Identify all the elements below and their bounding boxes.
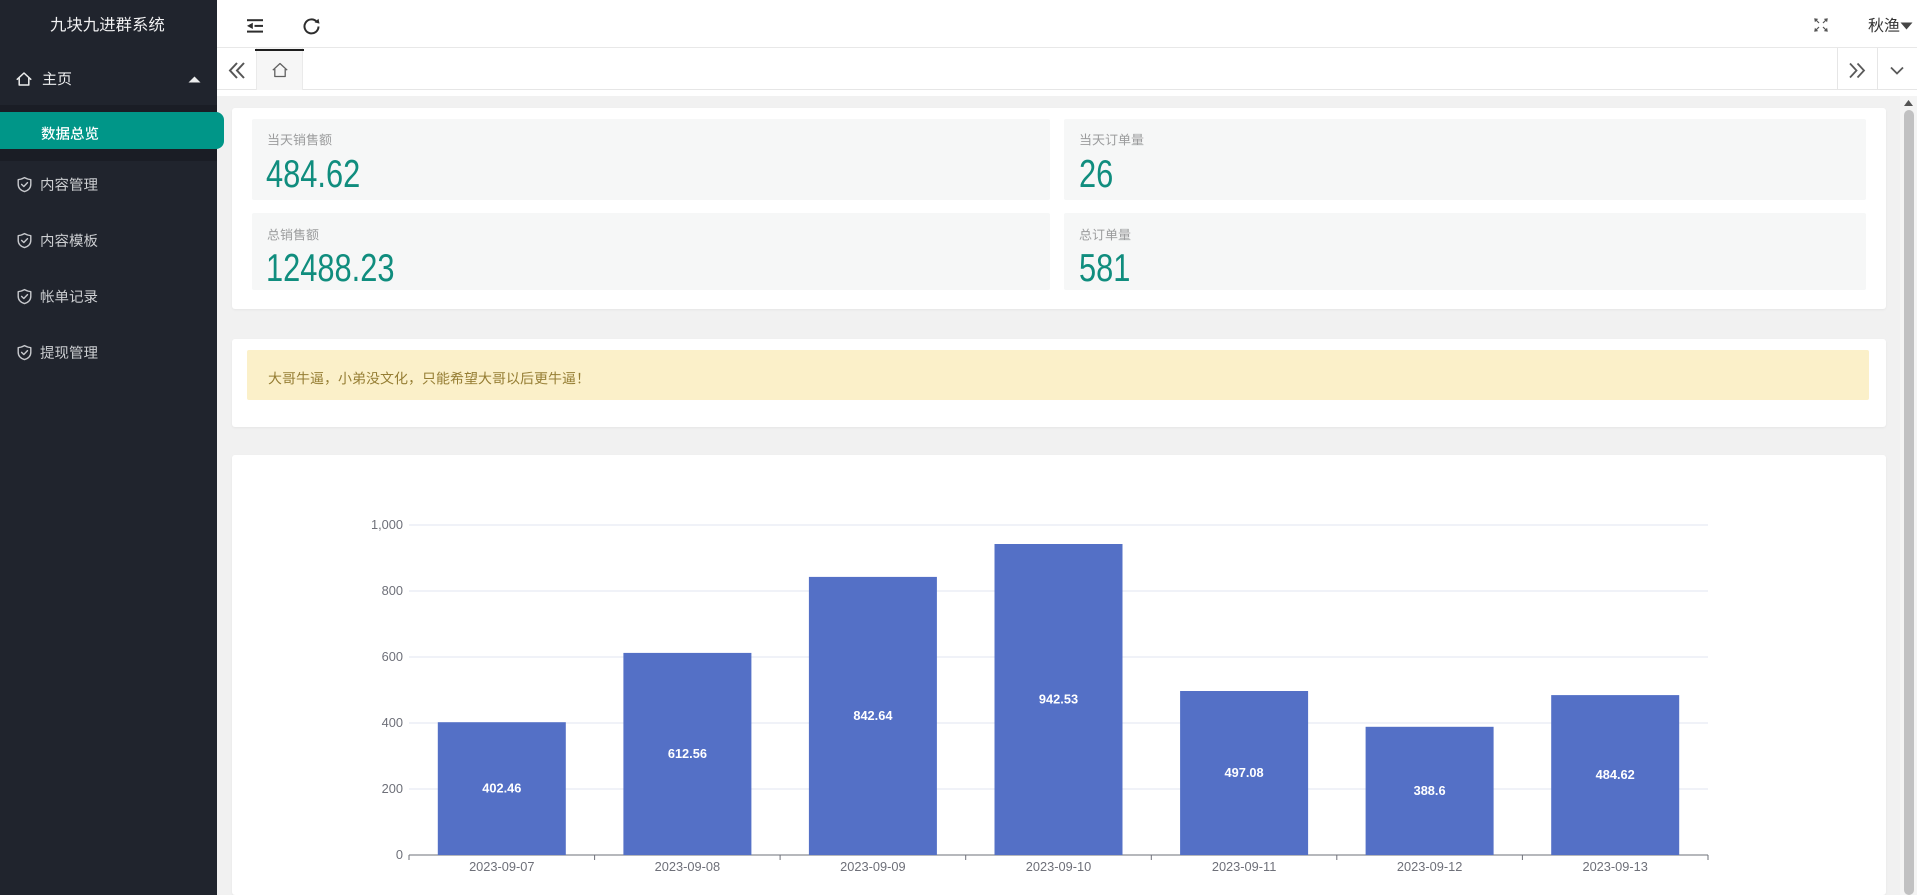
svg-text:2023-09-08: 2023-09-08 (655, 859, 720, 874)
svg-text:497.08: 497.08 (1225, 765, 1264, 780)
svg-text:2023-09-07: 2023-09-07 (469, 859, 534, 874)
svg-text:402.46: 402.46 (482, 781, 521, 796)
svg-text:0: 0 (396, 847, 403, 862)
svg-text:1,000: 1,000 (371, 517, 403, 532)
svg-text:2023-09-12: 2023-09-12 (1397, 859, 1462, 874)
svg-text:2023-09-10: 2023-09-10 (1026, 859, 1091, 874)
svg-text:2023-09-09: 2023-09-09 (840, 859, 905, 874)
svg-text:484.62: 484.62 (1596, 767, 1635, 782)
svg-text:388.6: 388.6 (1414, 783, 1446, 798)
svg-text:600: 600 (382, 649, 403, 664)
svg-text:2023-09-13: 2023-09-13 (1582, 859, 1647, 874)
svg-text:400: 400 (382, 715, 403, 730)
svg-text:942.53: 942.53 (1039, 692, 1078, 707)
svg-text:2023-09-11: 2023-09-11 (1212, 859, 1277, 874)
svg-text:800: 800 (382, 583, 403, 598)
svg-text:200: 200 (382, 781, 403, 796)
svg-text:842.64: 842.64 (853, 708, 893, 723)
svg-text:612.56: 612.56 (668, 746, 707, 761)
